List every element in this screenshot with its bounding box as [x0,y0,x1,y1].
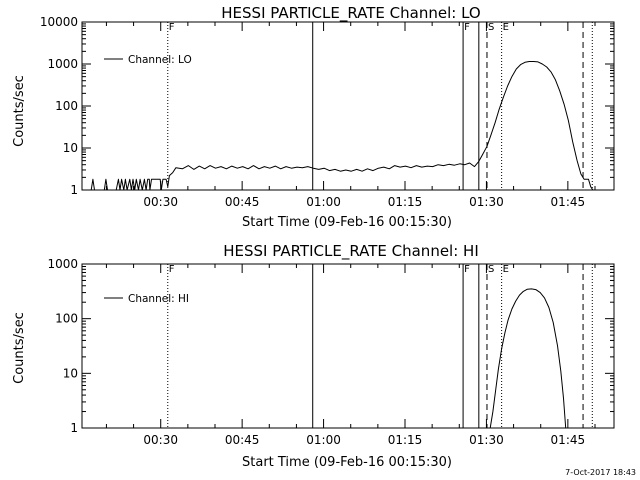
x-tick-label: 01:30 [469,195,504,209]
y-tick-label: 1 [70,421,78,435]
x-tick-label: 01:00 [306,433,341,447]
time-marker-label: F [464,264,470,275]
time-marker-label: E [503,264,509,275]
x-tick-label: 00:30 [143,195,178,209]
y-tick-label: 100 [55,312,78,326]
panel-hi: HESSI PARTICLE_RATE Channel: HI Counts/s… [12,242,615,470]
x-tick-label: 01:30 [469,433,504,447]
x-axis-label: Start Time (09-Feb-16 00:15:30) [242,215,452,230]
y-tick-label: 1000 [47,257,78,271]
y-tick-label: 1000 [47,57,78,71]
time-marker-label: E [503,22,509,33]
panel-lo: HESSI PARTICLE_RATE Channel: LO Counts/s… [12,4,615,230]
x-tick-label: 00:45 [225,195,260,209]
time-marker-label: S [488,264,494,275]
time-marker-label: S [488,22,494,33]
legend: Channel: LO [104,54,192,66]
y-axis-label: Counts/sec [12,75,27,147]
x-tick-label: 00:30 [143,433,178,447]
plot-frame [81,263,615,429]
legend-entry: Channel: LO [128,54,192,66]
series-layer [90,61,594,191]
axis-ticks: 1 10 100 1000 00:30 00:45 01:00 01:15 01:30 01:45 [47,257,614,447]
chart-title: HESSI PARTICLE_RATE Channel: HI [223,242,479,261]
series-layer [489,288,567,429]
plot-frame [81,21,615,191]
legend-entry: Channel: HI [128,293,189,305]
y-tick-label: 1 [70,183,78,197]
x-tick-label: 01:00 [306,195,341,209]
series-line [489,288,567,429]
y-tick-label: 10 [63,141,78,155]
legend: Channel: HI [104,293,189,305]
x-tick-label: 01:45 [551,433,586,447]
series-line [90,61,594,191]
footer-timestamp: 7-Oct-2017 18:43 [565,468,636,477]
time-marker-label: F [169,264,175,275]
x-axis-label: Start Time (09-Feb-16 00:15:30) [242,455,452,470]
chart-title: HESSI PARTICLE_RATE Channel: LO [221,4,480,23]
y-axis-label: Counts/sec [12,312,27,384]
y-tick-label: 100 [55,99,78,113]
x-tick-label: 00:45 [225,433,260,447]
axis-ticks: 1 10 100 1000 10000 00:30 00:45 01:00 01:15 01:30… [40,15,614,209]
time-marker-label: F [169,22,175,33]
time-marker-label: F [464,22,470,33]
y-tick-label: 10000 [40,15,78,29]
x-tick-label: 01:15 [388,195,423,209]
x-tick-label: 01:45 [551,195,586,209]
x-tick-label: 01:15 [388,433,423,447]
y-tick-label: 10 [63,366,78,380]
